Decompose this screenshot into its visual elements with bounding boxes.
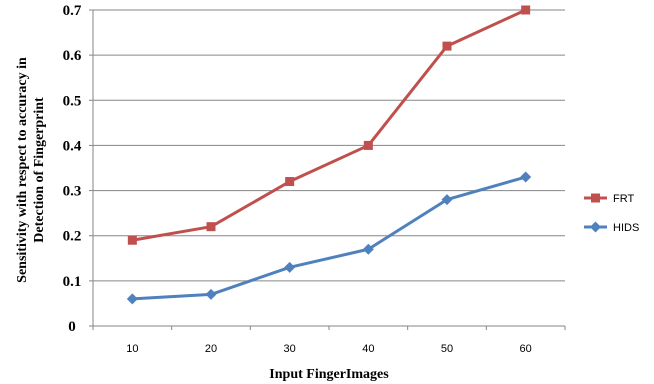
legend-label-frt: FRT	[613, 193, 634, 205]
y-tick-label: 0.7	[63, 3, 82, 19]
data-point-frt	[442, 41, 452, 51]
y-tick-label: 0.5	[63, 93, 82, 109]
y-axis-label-line-2: Detection of Fingerprint	[32, 97, 47, 243]
y-tick-label: 0.6	[63, 48, 82, 64]
legend-marker-hids	[590, 221, 601, 233]
data-point-frt	[206, 222, 216, 232]
legend-item-hids: HIDS	[584, 221, 639, 234]
y-axis-label: Sensitivity with respect to accuracy in …	[15, 57, 47, 283]
data-point-hids	[441, 194, 453, 206]
gridlines	[89, 9, 565, 327]
series-group	[126, 5, 532, 305]
data-point-hids	[362, 243, 374, 255]
x-tick-label: 30	[284, 343, 296, 355]
series-frt	[127, 5, 531, 245]
x-tick-label: 60	[520, 343, 532, 355]
x-tick-label: 10	[126, 343, 138, 355]
data-point-frt	[363, 140, 373, 150]
y-tick-label: 0.2	[63, 229, 82, 245]
series-line-frt	[132, 8, 527, 242]
y-tick-label: 0.3	[63, 184, 82, 200]
data-point-frt	[127, 235, 137, 245]
x-tick-label: 20	[205, 343, 217, 355]
y-tick-label: 0	[68, 319, 76, 335]
x-axis-label: Input FingerImages	[269, 367, 389, 382]
series-hids	[126, 171, 532, 305]
data-point-frt	[285, 177, 295, 187]
series-line-hids	[132, 175, 527, 301]
legend-marker-frt	[591, 193, 600, 203]
legend: FRT HIDS	[584, 193, 639, 234]
y-tick-labels: 0 0.1 0.2 0.3 0.4 0.5 0.6 0.7	[63, 3, 82, 335]
legend-item-frt: FRT	[584, 193, 634, 205]
y-tick-label: 0.4	[63, 138, 82, 154]
data-point-hids	[520, 171, 532, 183]
x-tick-label: 40	[362, 343, 374, 355]
x-tick-label: 50	[441, 343, 453, 355]
data-point-hids	[126, 293, 138, 305]
y-axis-label-line-1: Sensitivity with respect to accuracy in	[15, 57, 30, 283]
legend-label-hids: HIDS	[613, 222, 639, 234]
data-point-hids	[205, 288, 217, 300]
axes	[92, 10, 565, 327]
data-point-hids	[284, 261, 296, 273]
x-tick-labels: 10 20 30 40 50 60	[92, 326, 566, 355]
data-point-frt	[521, 5, 531, 15]
y-tick-label: 0.1	[63, 274, 82, 290]
